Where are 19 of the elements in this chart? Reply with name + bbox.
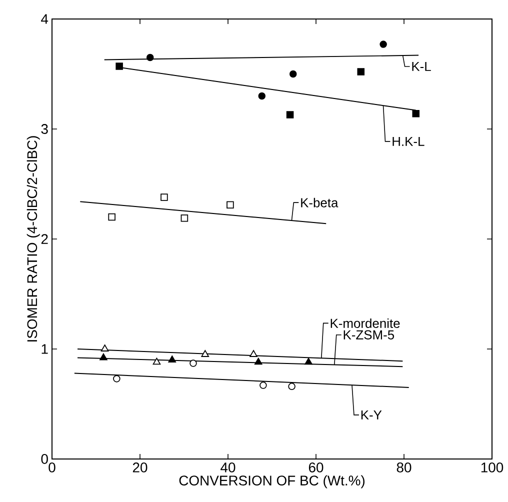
x-tick-label: 20 bbox=[132, 462, 148, 472]
text: K-mordenite bbox=[330, 318, 400, 328]
text: H.K-L bbox=[392, 136, 424, 146]
legend-label: K-beta bbox=[301, 198, 338, 208]
x-tick-label: 0 bbox=[48, 462, 56, 472]
y-tick-label: 1 bbox=[42, 344, 48, 354]
y-tick-label: 2 bbox=[41, 234, 48, 244]
y-axis-title: ISOMER RATIO (4-ClBC/2-ClBC) bbox=[26, 136, 40, 342]
legend-label: K-L bbox=[412, 62, 431, 71]
series-label: K-ZSM-5 bbox=[344, 330, 394, 340]
x-tick-label: 60 bbox=[308, 462, 324, 472]
y-tick-label: 0 bbox=[41, 454, 48, 464]
x-tick-label: 100 bbox=[481, 462, 504, 472]
series-label: K-Y bbox=[361, 410, 382, 420]
y-tick-label: 3 bbox=[41, 124, 48, 134]
x-tick-label: 40 bbox=[220, 462, 236, 472]
x-axis-title: CONVERSION OF BC (Wt.%) bbox=[179, 475, 365, 488]
y-tick-label: 4 bbox=[41, 14, 48, 24]
x-tick-label: 80 bbox=[396, 462, 412, 472]
